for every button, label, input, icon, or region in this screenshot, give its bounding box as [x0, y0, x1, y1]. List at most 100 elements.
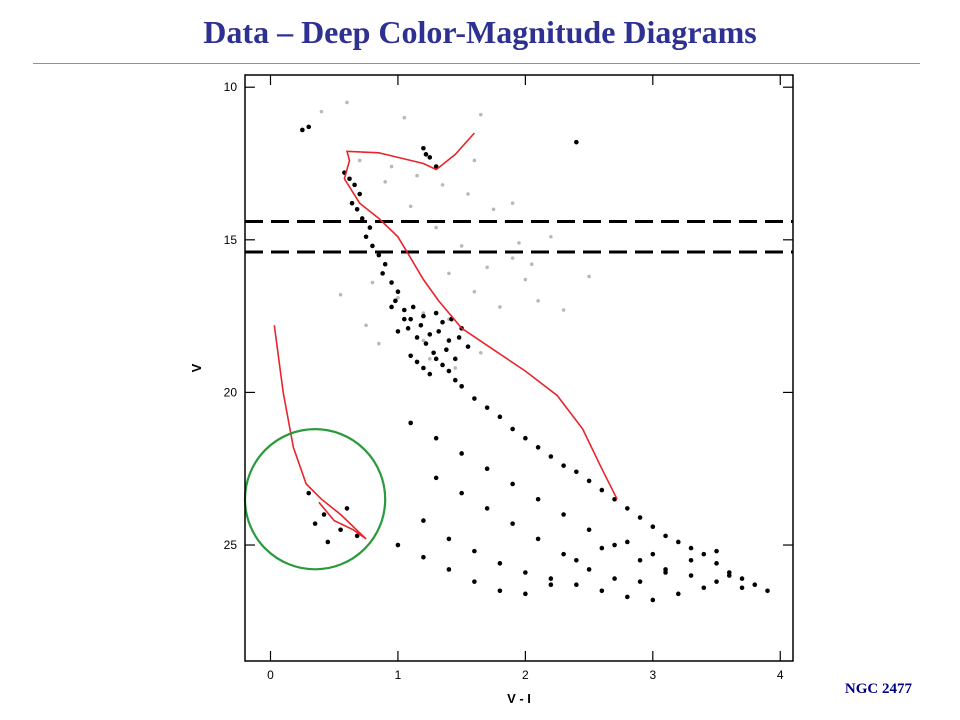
data-point	[739, 585, 745, 591]
data-point	[714, 579, 719, 584]
data-point	[599, 487, 605, 493]
data-point	[433, 356, 439, 362]
data-point	[510, 481, 515, 487]
data-point	[637, 515, 643, 520]
data-point	[650, 551, 656, 557]
data-point	[352, 182, 357, 188]
data-point	[484, 405, 490, 410]
data-point	[701, 551, 707, 557]
data-point	[349, 200, 355, 206]
data-point	[421, 313, 426, 319]
data-point	[574, 139, 579, 145]
data-point	[549, 234, 553, 239]
data-point	[402, 316, 407, 322]
title-rule	[33, 63, 920, 64]
white-dwarf-circle	[243, 428, 387, 571]
data-point	[484, 506, 490, 511]
data-point	[363, 234, 369, 240]
data-point	[714, 548, 719, 554]
data-point	[427, 155, 433, 160]
data-point	[306, 124, 312, 130]
data-point	[701, 585, 707, 591]
data-point	[408, 420, 413, 426]
y-tick-label: 25	[224, 538, 238, 552]
data-point	[434, 225, 438, 230]
data-point	[726, 573, 732, 578]
data-point	[510, 201, 515, 205]
data-point	[497, 414, 503, 420]
data-point	[393, 298, 398, 304]
data-point	[663, 570, 668, 575]
data-point	[561, 512, 566, 517]
data-point	[484, 466, 490, 472]
data-point	[650, 524, 656, 530]
data-point	[418, 322, 424, 328]
data-point	[345, 100, 349, 105]
data-point	[599, 545, 605, 551]
data-point	[408, 316, 413, 322]
data-point	[423, 152, 429, 157]
data-point	[325, 539, 331, 545]
data-point	[436, 329, 442, 334]
data-point	[370, 280, 375, 285]
data-point	[452, 356, 458, 362]
data-point	[421, 365, 426, 371]
data-point	[535, 496, 541, 502]
data-point	[421, 338, 426, 343]
x-tick-label: 4	[777, 668, 784, 682]
data-point	[586, 478, 592, 484]
data-point	[472, 158, 477, 163]
y-tick-label: 10	[224, 80, 238, 94]
points-secondary	[319, 100, 591, 370]
data-point	[402, 307, 407, 313]
data-point	[625, 594, 630, 600]
data-point	[466, 192, 470, 196]
data-point	[478, 350, 483, 355]
data-point	[446, 567, 452, 572]
data-point	[498, 305, 502, 309]
data-point	[427, 332, 433, 337]
data-point	[536, 299, 540, 303]
data-point	[561, 463, 566, 468]
data-point	[359, 216, 365, 221]
data-point	[459, 451, 464, 456]
data-point	[338, 292, 343, 297]
data-point	[529, 262, 534, 267]
data-point	[548, 454, 554, 459]
data-point	[561, 308, 566, 312]
data-point	[472, 396, 477, 401]
x-tick-label: 1	[395, 668, 402, 682]
data-point	[714, 561, 719, 566]
data-point	[321, 512, 327, 517]
data-point	[440, 319, 445, 325]
data-point	[357, 191, 362, 197]
data-point	[523, 435, 528, 441]
data-point	[625, 539, 630, 545]
data-point	[357, 158, 362, 163]
isochrone-curve	[343, 132, 618, 500]
data-point	[377, 341, 381, 346]
data-point	[491, 207, 496, 212]
y-tick-label: 20	[224, 385, 238, 399]
data-point	[414, 335, 420, 340]
data-point	[517, 241, 521, 245]
data-point	[423, 341, 429, 346]
data-point	[650, 597, 656, 603]
data-point	[382, 261, 388, 267]
data-point	[485, 265, 489, 270]
data-point	[586, 527, 592, 533]
data-point	[459, 244, 464, 248]
data-point	[446, 368, 452, 374]
data-point	[599, 588, 605, 594]
data-point	[440, 362, 445, 368]
data-point	[478, 112, 483, 117]
data-point	[561, 551, 566, 557]
data-point	[415, 173, 419, 178]
data-point	[421, 145, 426, 151]
data-point	[586, 567, 592, 572]
data-point	[587, 274, 591, 279]
data-point	[548, 576, 554, 581]
slide-title: Data – Deep Color-Magnitude Diagrams	[203, 14, 757, 50]
data-point	[676, 591, 681, 597]
y-axis-label: V	[189, 363, 204, 372]
